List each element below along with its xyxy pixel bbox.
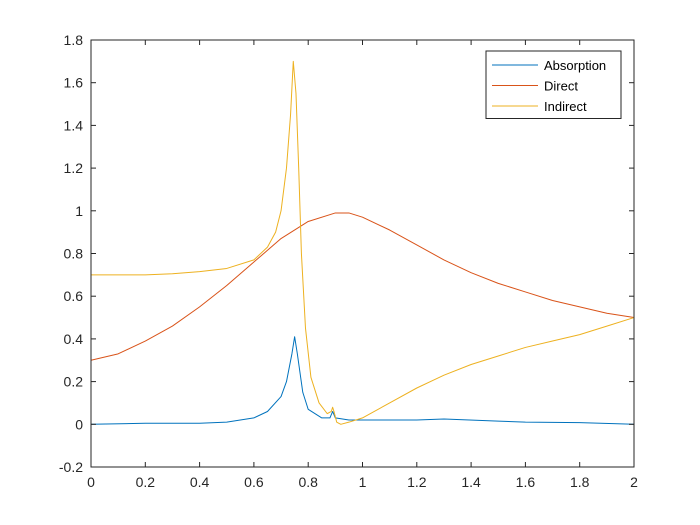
legend: Absorption Direct Indirect: [485, 50, 622, 119]
y-tick-label: 1.2: [64, 160, 84, 176]
x-tick-label: 1.4: [461, 474, 481, 490]
y-tick-label: -0.2: [59, 459, 83, 475]
x-tick-label: 0.6: [244, 474, 264, 490]
y-axis: -0.2 0 0.2 0.4 0.6 0.8 1 1.2 1.4 1.6 1.8: [59, 32, 634, 475]
y-tick-label: 1.8: [64, 32, 84, 48]
y-tick-label: 1.6: [64, 75, 84, 91]
y-tick-label: 0.6: [64, 288, 84, 304]
legend-label: Indirect: [544, 99, 587, 114]
x-tick-label: 1.6: [516, 474, 536, 490]
x-tick-label: 0: [87, 474, 95, 490]
series-line-direct: [90, 212, 635, 361]
y-tick-label: 1: [75, 203, 83, 219]
x-axis: 0 0.2 0.4 0.6 0.8 1 1.2 1.4 1.6 1.8 2: [87, 40, 638, 490]
x-tick-label: 0.8: [298, 474, 318, 490]
x-tick-label: 0.4: [190, 474, 210, 490]
legend-label: Absorption: [544, 58, 606, 73]
legend-box: [485, 50, 622, 119]
y-tick-label: 0.2: [64, 374, 84, 390]
x-tick-label: 1.8: [570, 474, 590, 490]
legend-label: Direct: [544, 79, 578, 94]
y-tick-label: 0.4: [64, 331, 84, 347]
y-tick-label: 1.4: [64, 117, 84, 133]
x-tick-label: 0.2: [136, 474, 156, 490]
y-tick-label: 0: [75, 416, 83, 432]
y-tick-label: 0.8: [64, 246, 84, 262]
x-tick-label: 1: [359, 474, 367, 490]
x-tick-label: 1.2: [407, 474, 427, 490]
series-line-absorption: [90, 336, 635, 425]
series-layer: [90, 60, 635, 425]
series-line-indirect: [91, 60, 635, 425]
x-tick-label: 2: [630, 474, 638, 490]
